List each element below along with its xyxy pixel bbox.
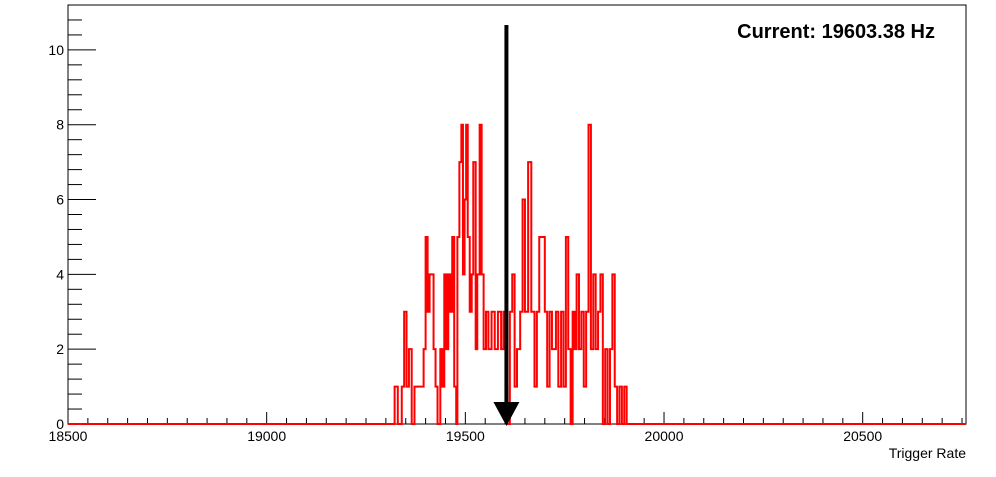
y-tick-label: 0 [56,416,64,432]
y-tick-label: 2 [56,341,64,357]
y-tick-label: 4 [56,266,64,282]
y-tick-label: 6 [56,192,64,208]
y-tick-label: 8 [56,117,64,133]
x-axis-label: Trigger Rate [889,445,967,461]
current-rate-annotation: Current: 19603.38 Hz [737,21,935,43]
x-tick-label: 18500 [49,428,88,444]
x-tick-label: 19000 [247,428,286,444]
x-axis: 18500 19000 19500 20000 20500 [49,412,963,444]
x-tick-label: 19500 [446,428,485,444]
current-rate-marker [493,25,520,426]
y-tick-label: 10 [48,42,64,58]
x-tick-label: 20500 [843,428,882,444]
marker-arrowhead [493,402,520,426]
x-tick-label: 20000 [645,428,684,444]
